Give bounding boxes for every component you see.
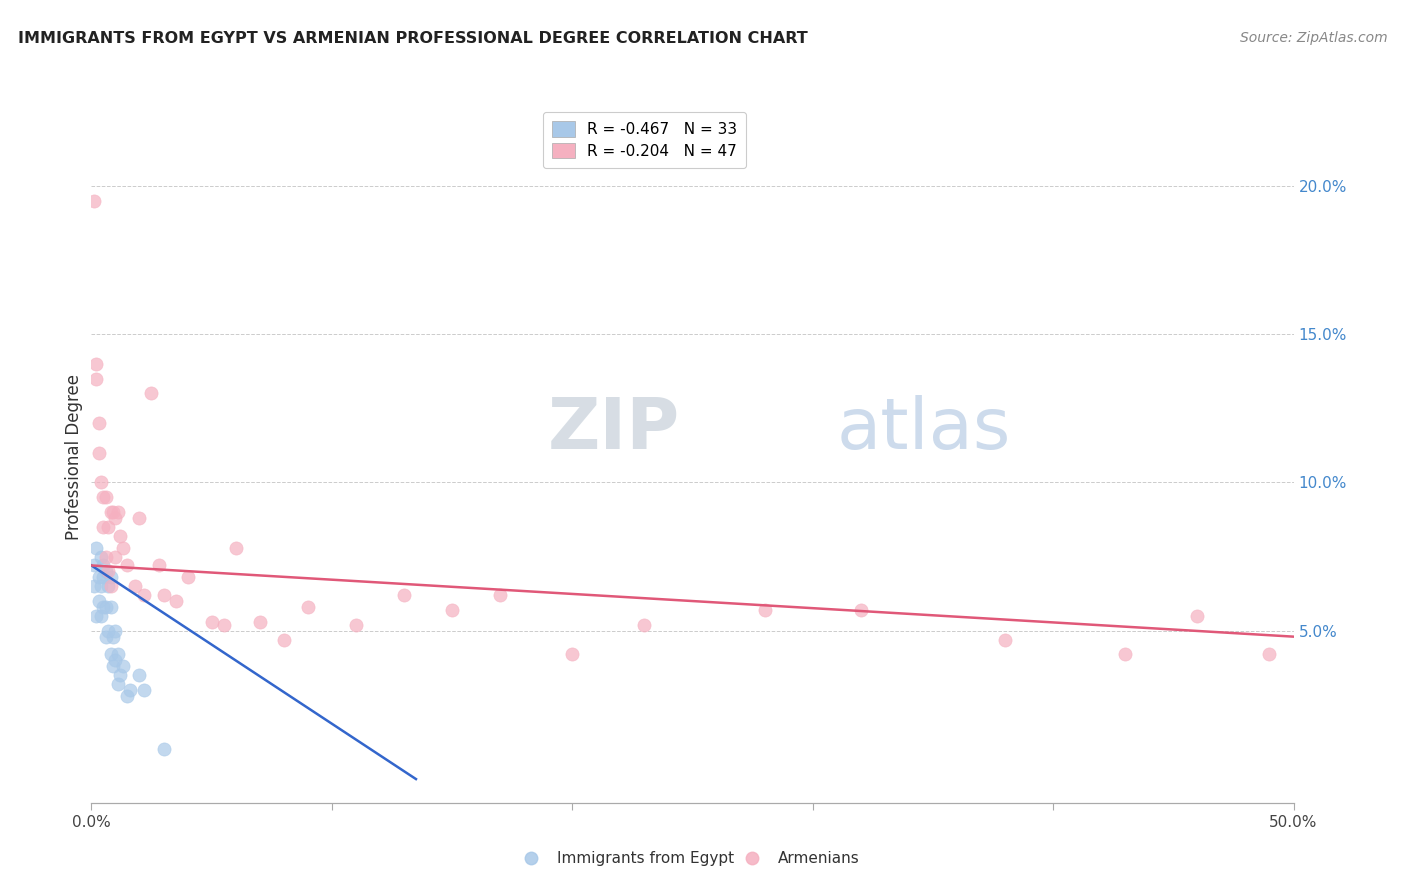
Point bbox=[100, 505, 122, 519]
Point bbox=[141, 386, 163, 401]
Point bbox=[94, 630, 117, 644]
Point bbox=[97, 565, 120, 579]
Point bbox=[97, 624, 120, 638]
Point bbox=[633, 617, 655, 632]
Point bbox=[90, 549, 112, 564]
Point bbox=[84, 371, 107, 385]
Point bbox=[93, 599, 115, 614]
Text: IMMIGRANTS FROM EGYPT VS ARMENIAN PROFESSIONAL DEGREE CORRELATION CHART: IMMIGRANTS FROM EGYPT VS ARMENIAN PROFES… bbox=[18, 31, 808, 46]
Point bbox=[1114, 648, 1136, 662]
Point bbox=[225, 541, 247, 555]
Point bbox=[100, 648, 122, 662]
Point bbox=[128, 668, 150, 682]
Point bbox=[100, 570, 122, 584]
Legend: R = -0.467   N = 33, R = -0.204   N = 47: R = -0.467 N = 33, R = -0.204 N = 47 bbox=[543, 112, 747, 168]
Point bbox=[994, 632, 1017, 647]
Point bbox=[104, 549, 127, 564]
Point bbox=[101, 630, 124, 644]
Point bbox=[107, 648, 129, 662]
Point bbox=[84, 608, 107, 623]
Point bbox=[201, 615, 224, 629]
Point bbox=[87, 570, 110, 584]
Point bbox=[84, 541, 107, 555]
Point bbox=[249, 615, 271, 629]
Point bbox=[148, 558, 170, 573]
Point bbox=[97, 579, 120, 593]
Point bbox=[90, 579, 112, 593]
Point bbox=[107, 505, 129, 519]
Point bbox=[754, 603, 776, 617]
Point bbox=[87, 446, 110, 460]
Point bbox=[489, 588, 512, 602]
Point bbox=[90, 475, 112, 490]
Point bbox=[152, 742, 174, 756]
Point bbox=[87, 594, 110, 608]
Point bbox=[392, 588, 415, 602]
Text: atlas: atlas bbox=[837, 395, 1011, 464]
Point bbox=[440, 603, 463, 617]
Point bbox=[110, 529, 132, 543]
Point bbox=[101, 659, 124, 673]
Point bbox=[104, 511, 127, 525]
Point bbox=[100, 579, 122, 593]
Point bbox=[107, 677, 129, 691]
Point bbox=[84, 357, 107, 371]
Point bbox=[100, 599, 122, 614]
Point bbox=[152, 588, 174, 602]
Point bbox=[117, 558, 139, 573]
Text: Immigrants from Egypt: Immigrants from Egypt bbox=[557, 851, 734, 865]
Point bbox=[165, 594, 187, 608]
Point bbox=[87, 416, 110, 430]
Point bbox=[212, 617, 235, 632]
Point bbox=[176, 570, 198, 584]
Text: Armenians: Armenians bbox=[778, 851, 859, 865]
Point bbox=[1258, 648, 1281, 662]
Point bbox=[111, 659, 134, 673]
Point bbox=[134, 588, 156, 602]
Point bbox=[849, 603, 872, 617]
Point bbox=[93, 570, 115, 584]
Y-axis label: Professional Degree: Professional Degree bbox=[65, 374, 83, 541]
Point bbox=[93, 520, 115, 534]
Text: ZIP: ZIP bbox=[548, 395, 681, 464]
Point bbox=[104, 653, 127, 667]
Point bbox=[124, 579, 146, 593]
Point bbox=[117, 689, 139, 703]
Point bbox=[93, 558, 115, 573]
Point bbox=[128, 511, 150, 525]
Point bbox=[94, 565, 117, 579]
Point bbox=[561, 648, 583, 662]
Point bbox=[83, 558, 105, 573]
Point bbox=[97, 520, 120, 534]
Point bbox=[83, 194, 105, 208]
Point bbox=[344, 617, 367, 632]
Point bbox=[118, 683, 141, 698]
Point bbox=[90, 608, 112, 623]
Point bbox=[94, 599, 117, 614]
Point bbox=[111, 541, 134, 555]
Point bbox=[101, 505, 124, 519]
Point bbox=[134, 683, 156, 698]
Point bbox=[94, 490, 117, 504]
Point bbox=[297, 599, 319, 614]
Point bbox=[94, 549, 117, 564]
Point bbox=[104, 624, 127, 638]
Point bbox=[273, 632, 295, 647]
Point bbox=[83, 579, 105, 593]
Point bbox=[110, 668, 132, 682]
Point bbox=[1187, 608, 1209, 623]
Point bbox=[93, 490, 115, 504]
Text: Source: ZipAtlas.com: Source: ZipAtlas.com bbox=[1240, 31, 1388, 45]
